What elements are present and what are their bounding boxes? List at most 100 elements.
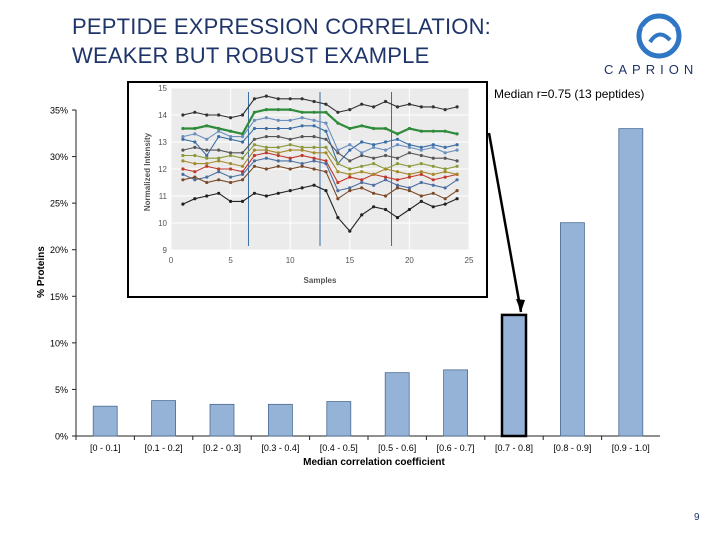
x-category-label: [0.5 - 0.6]: [378, 443, 416, 453]
inset-point: [324, 151, 328, 155]
inset-point: [240, 156, 245, 160]
y-tick-label: 5%: [55, 385, 68, 395]
inset-point: [229, 151, 233, 155]
inset-point: [193, 145, 197, 149]
inset-series-line-8: [182, 184, 458, 232]
inset-point: [264, 94, 268, 98]
inset-series-line-9: [182, 117, 458, 154]
inset-point: [229, 199, 233, 203]
inset-point: [383, 207, 388, 212]
inset-point: [193, 170, 197, 174]
inset-point: [205, 156, 209, 160]
inset-point: [276, 97, 280, 101]
inset-point: [217, 159, 221, 163]
inset-point: [205, 137, 209, 141]
inset-point: [431, 164, 435, 168]
inset-point: [348, 172, 352, 176]
inset-point: [300, 124, 304, 128]
inset-point: [264, 116, 268, 120]
y-axis-ticks: 0% 5% 10% 15% 20% 25% 30% 35%: [50, 106, 76, 442]
inset-y-tick-label: 13: [158, 138, 167, 147]
inset-point: [312, 167, 316, 171]
inset-point: [431, 178, 435, 182]
inset-point: [205, 194, 209, 198]
inset-point: [324, 162, 328, 166]
inset-point: [193, 175, 197, 179]
inset-series-line-3: [182, 136, 458, 162]
inset-point: [372, 156, 376, 160]
inset-point: [217, 170, 221, 174]
y-tick-label: 20%: [50, 245, 68, 255]
inset-point: [181, 137, 185, 141]
bar-0: [92, 405, 118, 437]
inset-point: [324, 129, 328, 133]
inset-point: [229, 180, 233, 185]
inset-series-line-6: [182, 157, 458, 192]
callout-arrowhead: [516, 299, 525, 312]
inset-point: [324, 189, 328, 193]
y-tick-label: 25%: [50, 199, 68, 209]
inset-point: [276, 151, 280, 155]
slide-title-line-2: WEAKER BUT ROBUST EXAMPLE: [72, 43, 430, 68]
inset-point: [264, 156, 268, 160]
inset-x-tick-label: 15: [345, 256, 354, 265]
x-category-label: [0.6 - 0.7]: [437, 443, 475, 453]
inset-point: [395, 170, 400, 174]
bar-7: [500, 313, 528, 438]
inset-point: [431, 172, 435, 176]
inset-point: [443, 151, 447, 155]
inset-point: [288, 126, 292, 131]
inset-point: [217, 167, 221, 171]
inset-point: [252, 110, 257, 114]
inset-point: [336, 121, 340, 125]
inset-point: [324, 159, 328, 163]
inset-point: [205, 153, 209, 158]
inset-point: [360, 170, 364, 174]
inset-point: [276, 118, 280, 122]
inset-series-line-4: [182, 144, 458, 170]
inset-series-line-5: [182, 152, 458, 184]
inset-point: [455, 105, 459, 109]
inset-point: [312, 118, 316, 122]
inset-point: [383, 153, 388, 158]
inset-point: [252, 97, 257, 101]
inset-point: [205, 180, 209, 185]
inset-y-tick-label: 15: [158, 84, 167, 93]
inset-point: [407, 189, 411, 193]
inset-point: [312, 99, 316, 104]
inset-point: [383, 178, 388, 182]
inset-point: [360, 180, 364, 185]
inset-point: [419, 145, 423, 149]
inset-point: [264, 151, 268, 155]
inset-point: [217, 148, 221, 152]
inset-point: [372, 162, 376, 166]
inset-point: [181, 135, 185, 139]
inset-point: [252, 159, 257, 163]
median-annotation: Median r=0.75 (13 peptides): [494, 87, 645, 101]
inset-point: [312, 159, 316, 163]
inset-point: [348, 186, 352, 190]
inset-point: [193, 126, 197, 131]
x-axis-label: Median correlation coefficient: [303, 457, 445, 468]
inset-point: [276, 126, 280, 131]
inset-point: [419, 162, 423, 166]
inset-point: [193, 197, 197, 201]
x-category-label: [0.7 - 0.8]: [495, 443, 533, 453]
inset-point: [419, 105, 423, 109]
inset-point: [252, 143, 257, 147]
inset-x-tick-label: 25: [465, 256, 474, 265]
inset-point: [312, 124, 316, 128]
inset-point: [431, 205, 435, 209]
inset-point: [419, 172, 423, 176]
inset-point: [372, 145, 376, 149]
y-tick-label: 15%: [50, 292, 68, 302]
inset-point: [383, 126, 388, 131]
x-category-label: [0.8 - 0.9]: [553, 443, 591, 453]
inset-point: [383, 194, 388, 198]
inset-series-line-2: [182, 125, 458, 165]
inset-point: [300, 148, 304, 152]
caprion-logo-icon: [636, 13, 682, 59]
inset-point: [181, 153, 185, 158]
inset-point: [383, 175, 388, 179]
